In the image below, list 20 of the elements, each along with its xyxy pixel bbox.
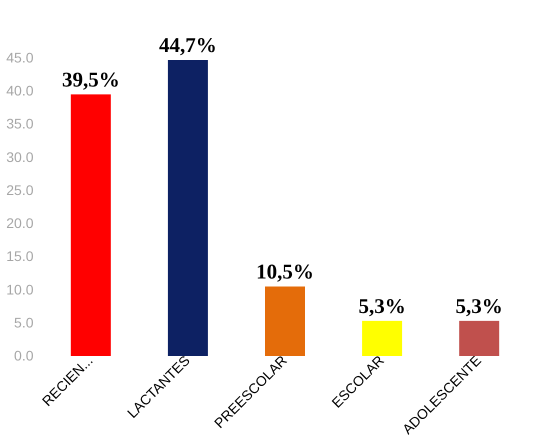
y-tick-label: 25.0 [6,182,34,198]
data-label: 10,5% [256,259,314,284]
bar [70,94,111,356]
y-tick-label: 15.0 [6,248,34,264]
bar [265,286,305,356]
y-tick-label: 20.0 [6,215,34,232]
y-tick-label: 40.0 [6,82,34,99]
bar [168,60,208,356]
y-tick-label: 0.0 [14,348,34,364]
y-tick-label: 5.0 [14,314,34,330]
y-tick-label: 10.0 [6,281,34,298]
data-label: 5,3% [456,294,503,318]
data-label: 44,7% [159,32,217,57]
data-label: 39,5% [62,67,120,92]
bar [362,320,402,356]
y-tick-label: 45.0 [6,50,34,66]
data-label: 5,3% [358,294,406,318]
bar [459,320,500,356]
y-tick-label: 35.0 [6,116,34,132]
y-tick-label: 30.0 [6,148,34,165]
